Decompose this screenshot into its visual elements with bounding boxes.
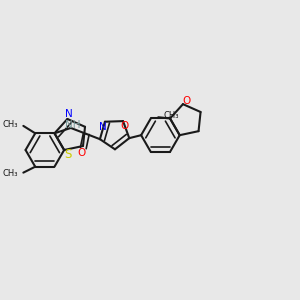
Text: S: S [64,148,72,161]
Text: NH: NH [65,120,80,130]
Text: O: O [182,96,190,106]
Text: O: O [120,121,129,130]
Text: N: N [99,122,106,132]
Text: O: O [78,148,86,158]
Text: CH₃: CH₃ [2,121,18,130]
Text: N: N [65,109,73,118]
Text: CH₃: CH₃ [164,111,179,120]
Text: CH₃: CH₃ [2,169,18,178]
